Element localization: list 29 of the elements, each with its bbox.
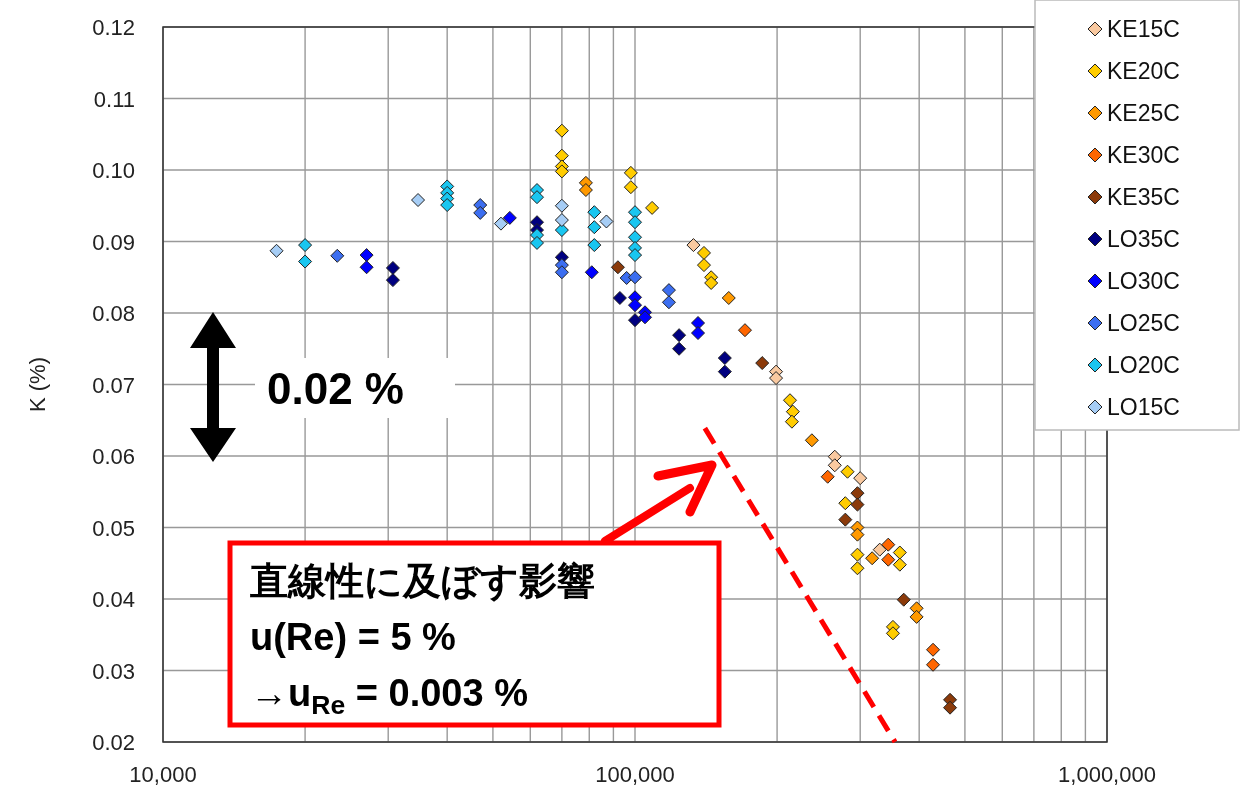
y-tick-label: 0.12 [92,15,135,40]
y-tick-label: 0.07 [92,372,135,398]
legend-label: LO25C [1107,310,1180,336]
legend-label: KE20C [1107,58,1180,84]
y-tick-label: 0.02 [92,730,135,755]
x-tick-label: 1,000,000 [1058,762,1156,787]
x-tick-label: 10,000 [129,762,197,787]
y-tick-label: 0.11 [93,86,135,112]
y-tick-label: 0.06 [92,444,135,469]
annotation: 0.02 % [267,364,404,413]
annotation: →u$_{Re}$ = 0.003 % [250,672,528,721]
y-tick-label: 0.05 [92,515,135,541]
y-tick-label: 0.04 [92,587,135,612]
legend-label: LO30C [1107,268,1180,294]
y-tick-label: 0.09 [92,229,135,255]
legend-label: LO15C [1107,394,1180,420]
legend-label: KE25C [1107,100,1180,126]
annotation: 直線性に及ぼす影響 [249,560,595,602]
legend-label: KE30C [1107,142,1180,168]
annotation: u(Re) = 5 % [250,616,456,658]
legend-label: KE15C [1107,16,1180,42]
x-tick-label: 100,000 [595,762,675,787]
legend-label: LO35C [1107,226,1180,252]
legend-label: LO20C [1107,352,1180,378]
y-tick-label: 0.10 [92,158,135,183]
y-axis-title: K (%) [25,357,50,412]
y-tick-label: 0.08 [92,301,135,326]
legend-label: KE35C [1107,184,1180,210]
y-tick-label: 0.03 [92,658,135,684]
